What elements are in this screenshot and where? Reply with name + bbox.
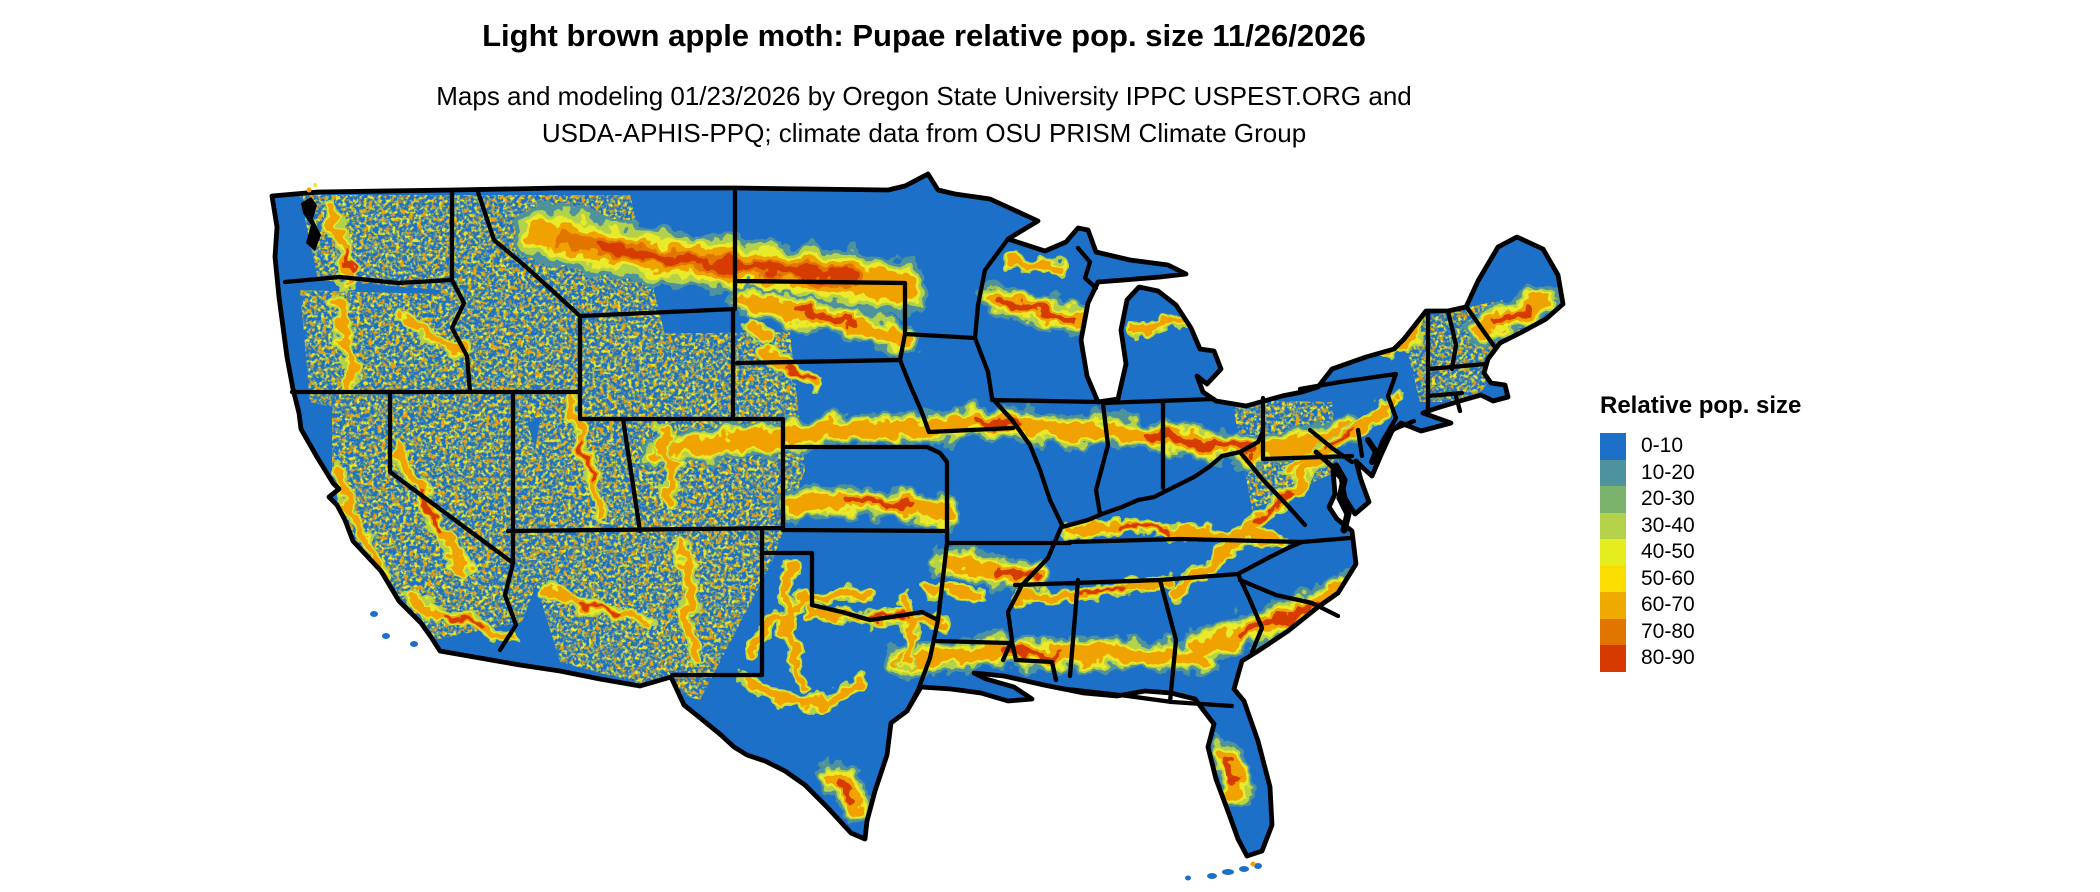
channel-island	[382, 633, 390, 639]
legend-label: 0-10	[1641, 434, 1684, 458]
figure-subtitle: Maps and modeling 01/23/2026 by Oregon S…	[0, 78, 1848, 152]
legend-swatch	[1600, 618, 1626, 645]
legend-swatch	[1600, 433, 1626, 460]
florida-key	[1185, 875, 1191, 881]
legend-swatch	[1600, 592, 1626, 619]
legend-label: 10-20	[1641, 460, 1695, 484]
legend-label: 80-90	[1641, 646, 1695, 670]
legend-item: 30-40	[1600, 512, 1860, 539]
legend-label: 20-30	[1641, 487, 1695, 511]
legend-item: 60-70	[1600, 592, 1860, 619]
figure-title: Light brown apple moth: Pupae relative p…	[482, 18, 1366, 53]
legend-swatch	[1600, 512, 1626, 539]
water-detail	[301, 197, 1380, 534]
legend-label: 60-70	[1641, 593, 1695, 617]
legend-item: 40-50	[1600, 539, 1860, 566]
legend-items: 0-10 10-20 20-30 30-40 40-50 50-60 60-70 70-80 8…	[1600, 433, 1860, 672]
figure-subtitle-line1: Maps and modeling 01/23/2026 by Oregon S…	[436, 81, 1412, 111]
state-borders	[282, 189, 1497, 714]
channel-island	[370, 611, 378, 617]
channel-island	[410, 641, 418, 647]
legend-item: 50-60	[1600, 565, 1860, 592]
legend-item: 70-80	[1600, 618, 1860, 645]
figure-subtitle-line2: USDA-APHIS-PPQ; climate data from OSU PR…	[541, 118, 1307, 148]
population-bands	[324, 203, 1562, 823]
florida-key	[1239, 866, 1249, 872]
coastal-dots	[306, 183, 1256, 867]
legend-swatch	[1600, 459, 1626, 486]
legend-item: 80-90	[1600, 645, 1860, 672]
legend-label: 30-40	[1641, 513, 1695, 537]
legend-item: 0-10	[1600, 433, 1860, 460]
islands	[370, 611, 1262, 881]
chesapeake-bay-water	[1332, 462, 1352, 534]
legend-label: 50-60	[1641, 566, 1695, 590]
legend-item: 20-30	[1600, 486, 1860, 513]
florida-key	[1222, 869, 1234, 875]
legend-swatch	[1600, 486, 1626, 513]
puget-sound-water	[301, 197, 321, 251]
legend: Relative pop. size 0-10 10-20 20-30 30-40 40…	[1600, 392, 1860, 672]
terrain-speckle	[300, 195, 1532, 700]
legend-title: Relative pop. size	[1600, 392, 1802, 419]
legend-swatch	[1600, 645, 1626, 672]
delaware-bay-water	[1365, 437, 1380, 465]
florida-key	[1254, 863, 1262, 869]
legend-label: 70-80	[1641, 619, 1695, 643]
potomac-river-water	[1313, 449, 1339, 473]
legend-item: 10-20	[1600, 459, 1860, 486]
florida-key	[1207, 873, 1217, 879]
legend-swatch	[1600, 539, 1626, 566]
legend-swatch	[1600, 565, 1626, 592]
figure-header: Light brown apple moth: Pupae relative p…	[0, 18, 1848, 152]
legend-label: 40-50	[1641, 540, 1695, 564]
